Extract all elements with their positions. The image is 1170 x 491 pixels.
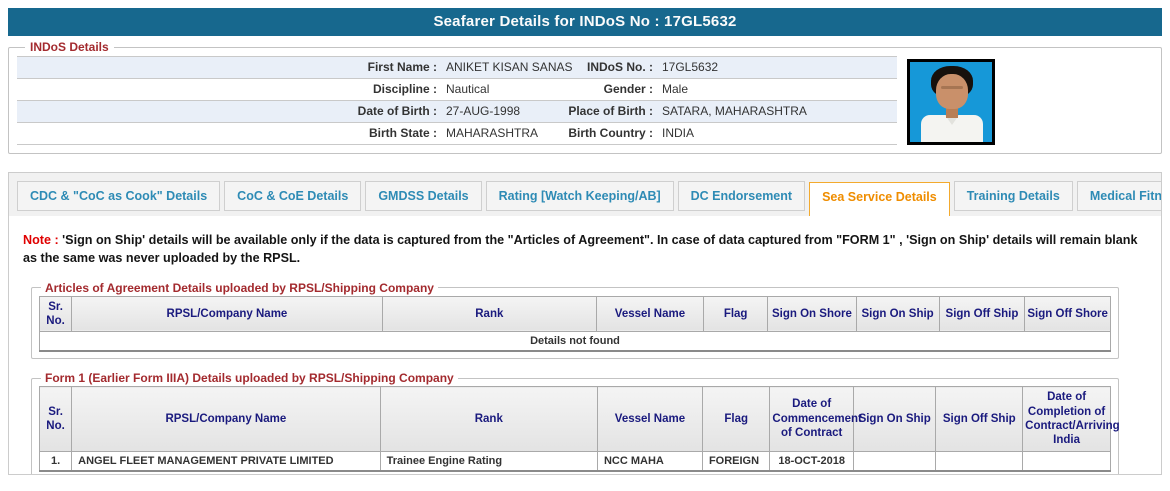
col-sr-no: Sr. No. (38, 386, 73, 452)
details-not-found-message: Details not found (39, 331, 1111, 352)
place-of-birth-value: SATARA, MAHARASHTRA (662, 104, 807, 118)
date-of-birth-label: Date of Birth : (357, 104, 437, 118)
indos-details-grid: First Name : ANIKET KISAN SANAS INDoS No… (17, 56, 897, 145)
col-rank: Rank (381, 295, 597, 333)
form1-data-row: 1. ANGEL FLEET MANAGEMENT PRIVATE LIMITE… (38, 450, 1111, 472)
cell-sign-off-ship (935, 450, 1024, 472)
discipline-label: Discipline : (372, 82, 437, 96)
articles-table: Sr. No. RPSL/Company Name Rank Vessel Na… (38, 295, 1111, 353)
tab-gmdss[interactable]: GMDSS Details (365, 181, 482, 211)
gender-value: Male (662, 82, 689, 96)
articles-header-row: Sr. No. RPSL/Company Name Rank Vessel Na… (38, 295, 1111, 333)
col-sign-on-ship: Sign On Ship (852, 386, 937, 452)
col-rpsl-company: RPSL/Company Name (71, 386, 381, 452)
col-sign-on-shore: Sign On Shore (767, 295, 857, 333)
cell-sr-no: 1. (38, 450, 73, 472)
indos-details-legend: INDoS Details (30, 40, 109, 54)
form1-header-row: Sr. No. RPSL/Company Name Rank Vessel Na… (38, 386, 1120, 452)
col-date-completion: Date of Completion of Contract/Arriving … (1022, 386, 1120, 452)
col-sign-off-ship: Sign Off Ship (935, 386, 1024, 452)
date-of-birth-value: 27-AUG-1998 (446, 104, 521, 118)
tab-coc-coe[interactable]: CoC & CoE Details (224, 181, 362, 211)
articles-empty-row: Details not found (39, 331, 1111, 352)
cell-rank: Trainee Engine Rating (379, 450, 598, 472)
col-sign-off-shore: Sign Off Shore (1024, 295, 1111, 333)
page-title: Seafarer Details for INDoS No : 17GL5632 (8, 8, 1162, 36)
articles-of-agreement-section: Articles of Agreement Details uploaded b… (31, 280, 1119, 360)
tab-bar: CDC & "CoC as Cook" Details CoC & CoE De… (9, 173, 1161, 216)
cell-flag: FOREIGN (701, 450, 771, 472)
form1-table: Sr. No. RPSL/Company Name Rank Vessel Na… (38, 386, 1120, 472)
sea-service-panel: CDC & "CoC as Cook" Details CoC & CoE De… (8, 172, 1162, 475)
col-vessel-name: Vessel Name (596, 386, 703, 452)
cell-vessel: NCC MAHA (596, 450, 703, 472)
tab-rating-watch-keeping[interactable]: Rating [Watch Keeping/AB] (485, 181, 674, 211)
photo-face-shape (936, 74, 968, 109)
cell-company: ANGEL FLEET MANAGEMENT PRIVATE LIMITED (71, 450, 381, 472)
col-sign-off-ship: Sign Off Ship (938, 295, 1026, 333)
detail-row-first-name: First Name : ANIKET KISAN SANAS INDoS No… (17, 57, 897, 79)
form1-section: Form 1 (Earlier Form IIIA) Details uploa… (31, 371, 1120, 474)
discipline-value: Nautical (446, 82, 490, 96)
detail-row-discipline: Discipline : Nautical Gender : Male (17, 79, 897, 101)
photo-neck-shape (946, 107, 958, 118)
gender-label: Gender : (603, 82, 653, 96)
cell-sign-on-ship (852, 450, 937, 472)
detail-row-birth-state: Birth State : MAHARASHTRA Birth Country … (17, 123, 897, 145)
tab-dc-endorsement[interactable]: DC Endorsement (677, 181, 806, 211)
col-date-commencement: Date of Commencement of Contract (769, 386, 862, 452)
cell-completion-date (1022, 450, 1111, 472)
form1-legend: Form 1 (Earlier Form IIIA) Details uploa… (45, 371, 454, 386)
tab-training-details[interactable]: Training Details (953, 181, 1073, 211)
seafarer-photo (907, 59, 995, 145)
col-vessel-name: Vessel Name (595, 295, 705, 333)
indos-no-label: INDoS No. : (587, 60, 653, 74)
col-flag: Flag (703, 295, 769, 333)
cell-commencement-date: 18-OCT-2018 (769, 450, 854, 472)
col-rpsl-company: RPSL/Company Name (71, 295, 383, 333)
place-of-birth-label: Place of Birth : (568, 104, 653, 118)
indos-no-value: 17GL5632 (662, 60, 719, 74)
col-sign-on-ship: Sign On Ship (855, 295, 940, 333)
col-rank: Rank (379, 386, 598, 452)
birth-country-label: Birth Country : (568, 126, 653, 140)
col-flag: Flag (701, 386, 771, 452)
birth-country-value: INDIA (662, 126, 695, 140)
photo-brow-shape (941, 86, 963, 89)
birth-state-label: Birth State : (368, 126, 437, 140)
note-prefix: Note : (23, 233, 59, 247)
birth-state-value: MAHARASHTRA (446, 126, 539, 140)
first-name-value: ANIKET KISAN SANAS (446, 60, 573, 74)
indos-details-section: INDoS Details First Name : ANIKET KISAN … (8, 40, 1162, 154)
articles-legend: Articles of Agreement Details uploaded b… (45, 280, 434, 295)
note-text: 'Sign on Ship' details will be available… (23, 233, 1138, 266)
col-sr-no: Sr. No. (38, 295, 73, 333)
photo-collar-shape (945, 115, 959, 125)
tab-medical-fitness[interactable]: Medical Fitness Certificate (1076, 181, 1161, 211)
tab-sea-service-details[interactable]: Sea Service Details (809, 182, 950, 216)
tab-cdc-coc-as-cook[interactable]: CDC & "CoC as Cook" Details (17, 181, 221, 211)
detail-row-date-of-birth: Date of Birth : 27-AUG-1998 Place of Bir… (17, 101, 897, 123)
first-name-label: First Name : (367, 60, 437, 74)
sign-on-ship-note: Note : 'Sign on Ship' details will be av… (23, 231, 1147, 268)
